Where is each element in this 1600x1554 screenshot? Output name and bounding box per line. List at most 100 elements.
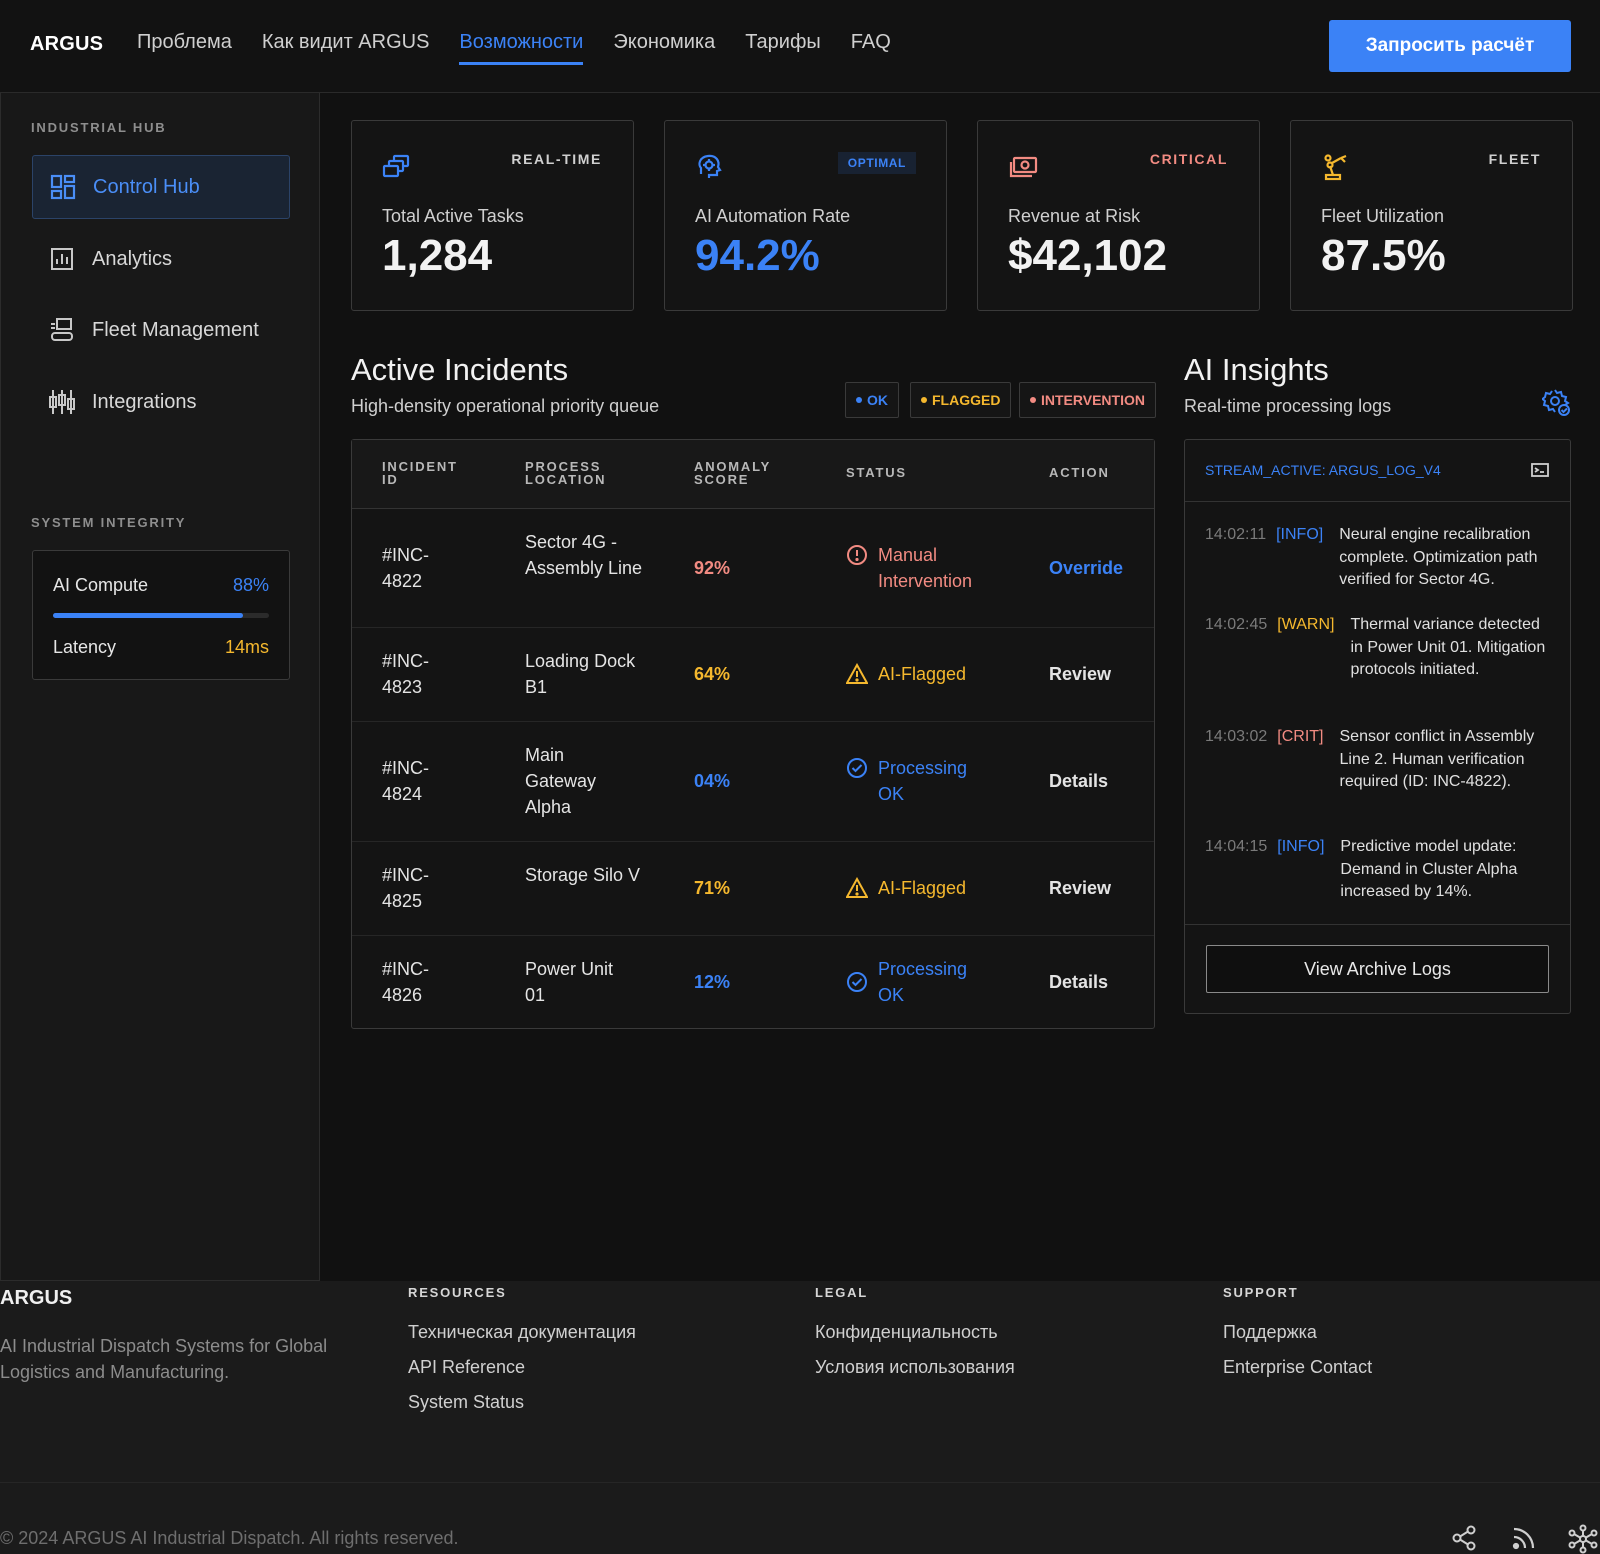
latency-value: 14ms (224, 637, 269, 657)
stat-value: 94.2% (695, 231, 820, 280)
status-cell: AI-Flagged (846, 661, 996, 687)
nav-link-problem[interactable]: Проблема (137, 31, 232, 53)
review-action[interactable]: Review (1049, 878, 1112, 898)
process-location: Sector 4G - Assembly Line (525, 532, 643, 578)
check-circle-icon (847, 758, 867, 778)
sidebar-item-label: Fleet Management (92, 318, 259, 341)
table-row: #INC-4826 Power Unit 01 12% Processing O… (352, 936, 1154, 1030)
footer-link-docs[interactable]: Техническая документация (408, 1322, 636, 1342)
share-icon[interactable] (1450, 1524, 1480, 1554)
insights-subtitle: Real-time processing logs (1184, 396, 1392, 416)
log-level: [WARN] (1277, 616, 1335, 633)
insights-panel: STREAM_ACTIVE: ARGUS_LOG_V4 14:02:11 [IN… (1184, 439, 1571, 1014)
log-entry: 14:04:15 [INFO] Predictive model update:… (1205, 836, 1550, 904)
table-row: #INC-4823 Loading Dock B1 64% AI-Flagged… (352, 628, 1154, 722)
status-text: Processing OK (878, 959, 968, 1005)
incident-id: #INC-4825 (382, 865, 430, 911)
table-row: #INC-4822 Sector 4G - Assembly Line 92% … (352, 509, 1154, 628)
anomaly-score: 12% (694, 972, 731, 992)
sidebar-item-label: Analytics (92, 247, 173, 270)
nav-link-capabilities[interactable]: Возможности (459, 31, 584, 65)
footer-description: AI Industrial Dispatch Systems for Globa… (0, 1336, 328, 1382)
stat-value: 87.5% (1321, 231, 1446, 280)
footer-resources-heading: RESOURCES (408, 1285, 507, 1300)
col-incident-id: INCIDENT ID (382, 459, 458, 487)
dashboard-icon (49, 173, 77, 201)
alert-circle-icon (847, 545, 867, 565)
warning-triangle-icon (846, 877, 868, 898)
details-action[interactable]: Details (1049, 771, 1109, 791)
details-action[interactable]: Details (1049, 972, 1109, 992)
log-message: Neural engine recalibration complete. Op… (1339, 526, 1538, 588)
network-icon[interactable] (1568, 1524, 1598, 1554)
status-cell: Processing OK (846, 956, 986, 1008)
log-entry: 14:03:02 [CRIT] Sensor conflict in Assem… (1205, 726, 1550, 794)
ai-compute-label: AI Compute (53, 575, 149, 595)
rss-icon[interactable] (1510, 1524, 1540, 1554)
footer-support: SUPPORT Поддержка Enterprise Contact (1223, 1285, 1372, 1392)
insights-footer-divider (1185, 924, 1570, 925)
footer-link-system-status[interactable]: System Status (408, 1392, 525, 1412)
review-action[interactable]: Review (1049, 664, 1112, 684)
stat-label: Revenue at Risk (1008, 206, 1141, 226)
status-cell: Manual Intervention (846, 542, 996, 594)
nav-link-pricing[interactable]: Тарифы (745, 31, 821, 53)
view-archive-logs-button[interactable]: View Archive Logs (1206, 945, 1549, 993)
legend-intervention[interactable]: INTERVENTION (1019, 382, 1156, 418)
override-action[interactable]: Override (1049, 558, 1124, 578)
stat-label: Fleet Utilization (1321, 206, 1445, 226)
legend-intervention-label: INTERVENTION (1041, 392, 1145, 408)
log-entry: 14:02:45 [WARN] Thermal variance detecte… (1205, 614, 1550, 682)
footer-link-api-reference[interactable]: API Reference (408, 1357, 526, 1377)
incidents-table: INCIDENT ID PROCESS LOCATION ANOMALY SCO… (351, 439, 1155, 1029)
robot-arm-icon (1321, 152, 1351, 182)
incidents-title: Active Incidents (351, 352, 569, 387)
process-location: Power Unit 01 (525, 959, 614, 1005)
incident-id: #INC-4822 (382, 545, 430, 591)
stat-value: 1,284 (382, 231, 493, 280)
ai-compute-row: AI Compute 88% (53, 575, 269, 596)
top-navigation: ARGUS Проблема Как видит ARGUS Возможнос… (0, 0, 1600, 93)
legend-flagged[interactable]: FLAGGED (910, 382, 1012, 418)
table-row: #INC-4824 Main Gateway Alpha 04% Process… (352, 722, 1154, 842)
log-level: [INFO] (1277, 838, 1325, 855)
nav-link-economics[interactable]: Экономика (613, 31, 716, 53)
terminal-icon[interactable] (1530, 460, 1550, 480)
log-time: 14:03:02 (1205, 728, 1268, 745)
sidebar-item-integrations[interactable]: Integrations (32, 370, 290, 434)
log-time: 14:02:45 (1205, 616, 1268, 633)
settings-gear-icon[interactable] (1540, 388, 1572, 418)
stat-card-active-tasks: REAL-TIME Total Active Tasks 1,284 (351, 120, 634, 311)
stat-tag-badge: OPTIMAL (837, 152, 916, 174)
log-message: Sensor conflict in Assembly Line 2. Huma… (1339, 728, 1535, 790)
col-status: STATUS (846, 465, 907, 480)
footer-link-privacy[interactable]: Конфиденциальность (815, 1322, 998, 1342)
log-entry: 14:02:11 [INFO] Neural engine recalibrat… (1205, 524, 1550, 592)
footer-legal: LEGAL Конфиденциальность Условия использ… (815, 1285, 1015, 1392)
integrations-icon (48, 388, 76, 416)
sidebar-section-integrity: SYSTEM INTEGRITY (31, 515, 187, 530)
footer-link-support[interactable]: Поддержка (1223, 1322, 1317, 1342)
nav-links: Проблема Как видит ARGUS Возможности Эко… (137, 31, 891, 65)
stat-card-automation-rate: OPTIMAL AI Automation Rate 94.2% (664, 120, 947, 311)
footer-link-terms[interactable]: Условия использования (815, 1357, 1015, 1377)
request-quote-button[interactable]: Запросить расчёт (1329, 20, 1571, 72)
brand-logo[interactable]: ARGUS (30, 33, 104, 55)
col-anomaly-score: ANOMALY SCORE (694, 459, 771, 487)
sidebar-item-fleet-management[interactable]: Fleet Management (32, 298, 290, 362)
ai-compute-value: 88% (232, 575, 269, 595)
latency-row: Latency 14ms (53, 637, 269, 658)
nav-link-faq[interactable]: FAQ (850, 31, 891, 53)
analytics-icon (48, 245, 76, 273)
footer-link-enterprise-contact[interactable]: Enterprise Contact (1223, 1357, 1373, 1377)
legend-ok[interactable]: OK (845, 382, 899, 418)
anomaly-score: 04% (694, 771, 731, 791)
legend-dot (1030, 397, 1036, 403)
sidebar-item-control-hub[interactable]: Control Hub (32, 155, 290, 219)
stat-card-fleet-utilization: FLEET Fleet Utilization 87.5% (1290, 120, 1573, 311)
stat-value: $42,102 (1008, 231, 1168, 280)
sidebar-item-analytics[interactable]: Analytics (32, 227, 290, 291)
log-message: Predictive model update: Demand in Clust… (1340, 838, 1518, 900)
nav-link-how-argus-sees[interactable]: Как видит ARGUS (261, 31, 430, 53)
status-text: Processing OK (878, 758, 968, 804)
